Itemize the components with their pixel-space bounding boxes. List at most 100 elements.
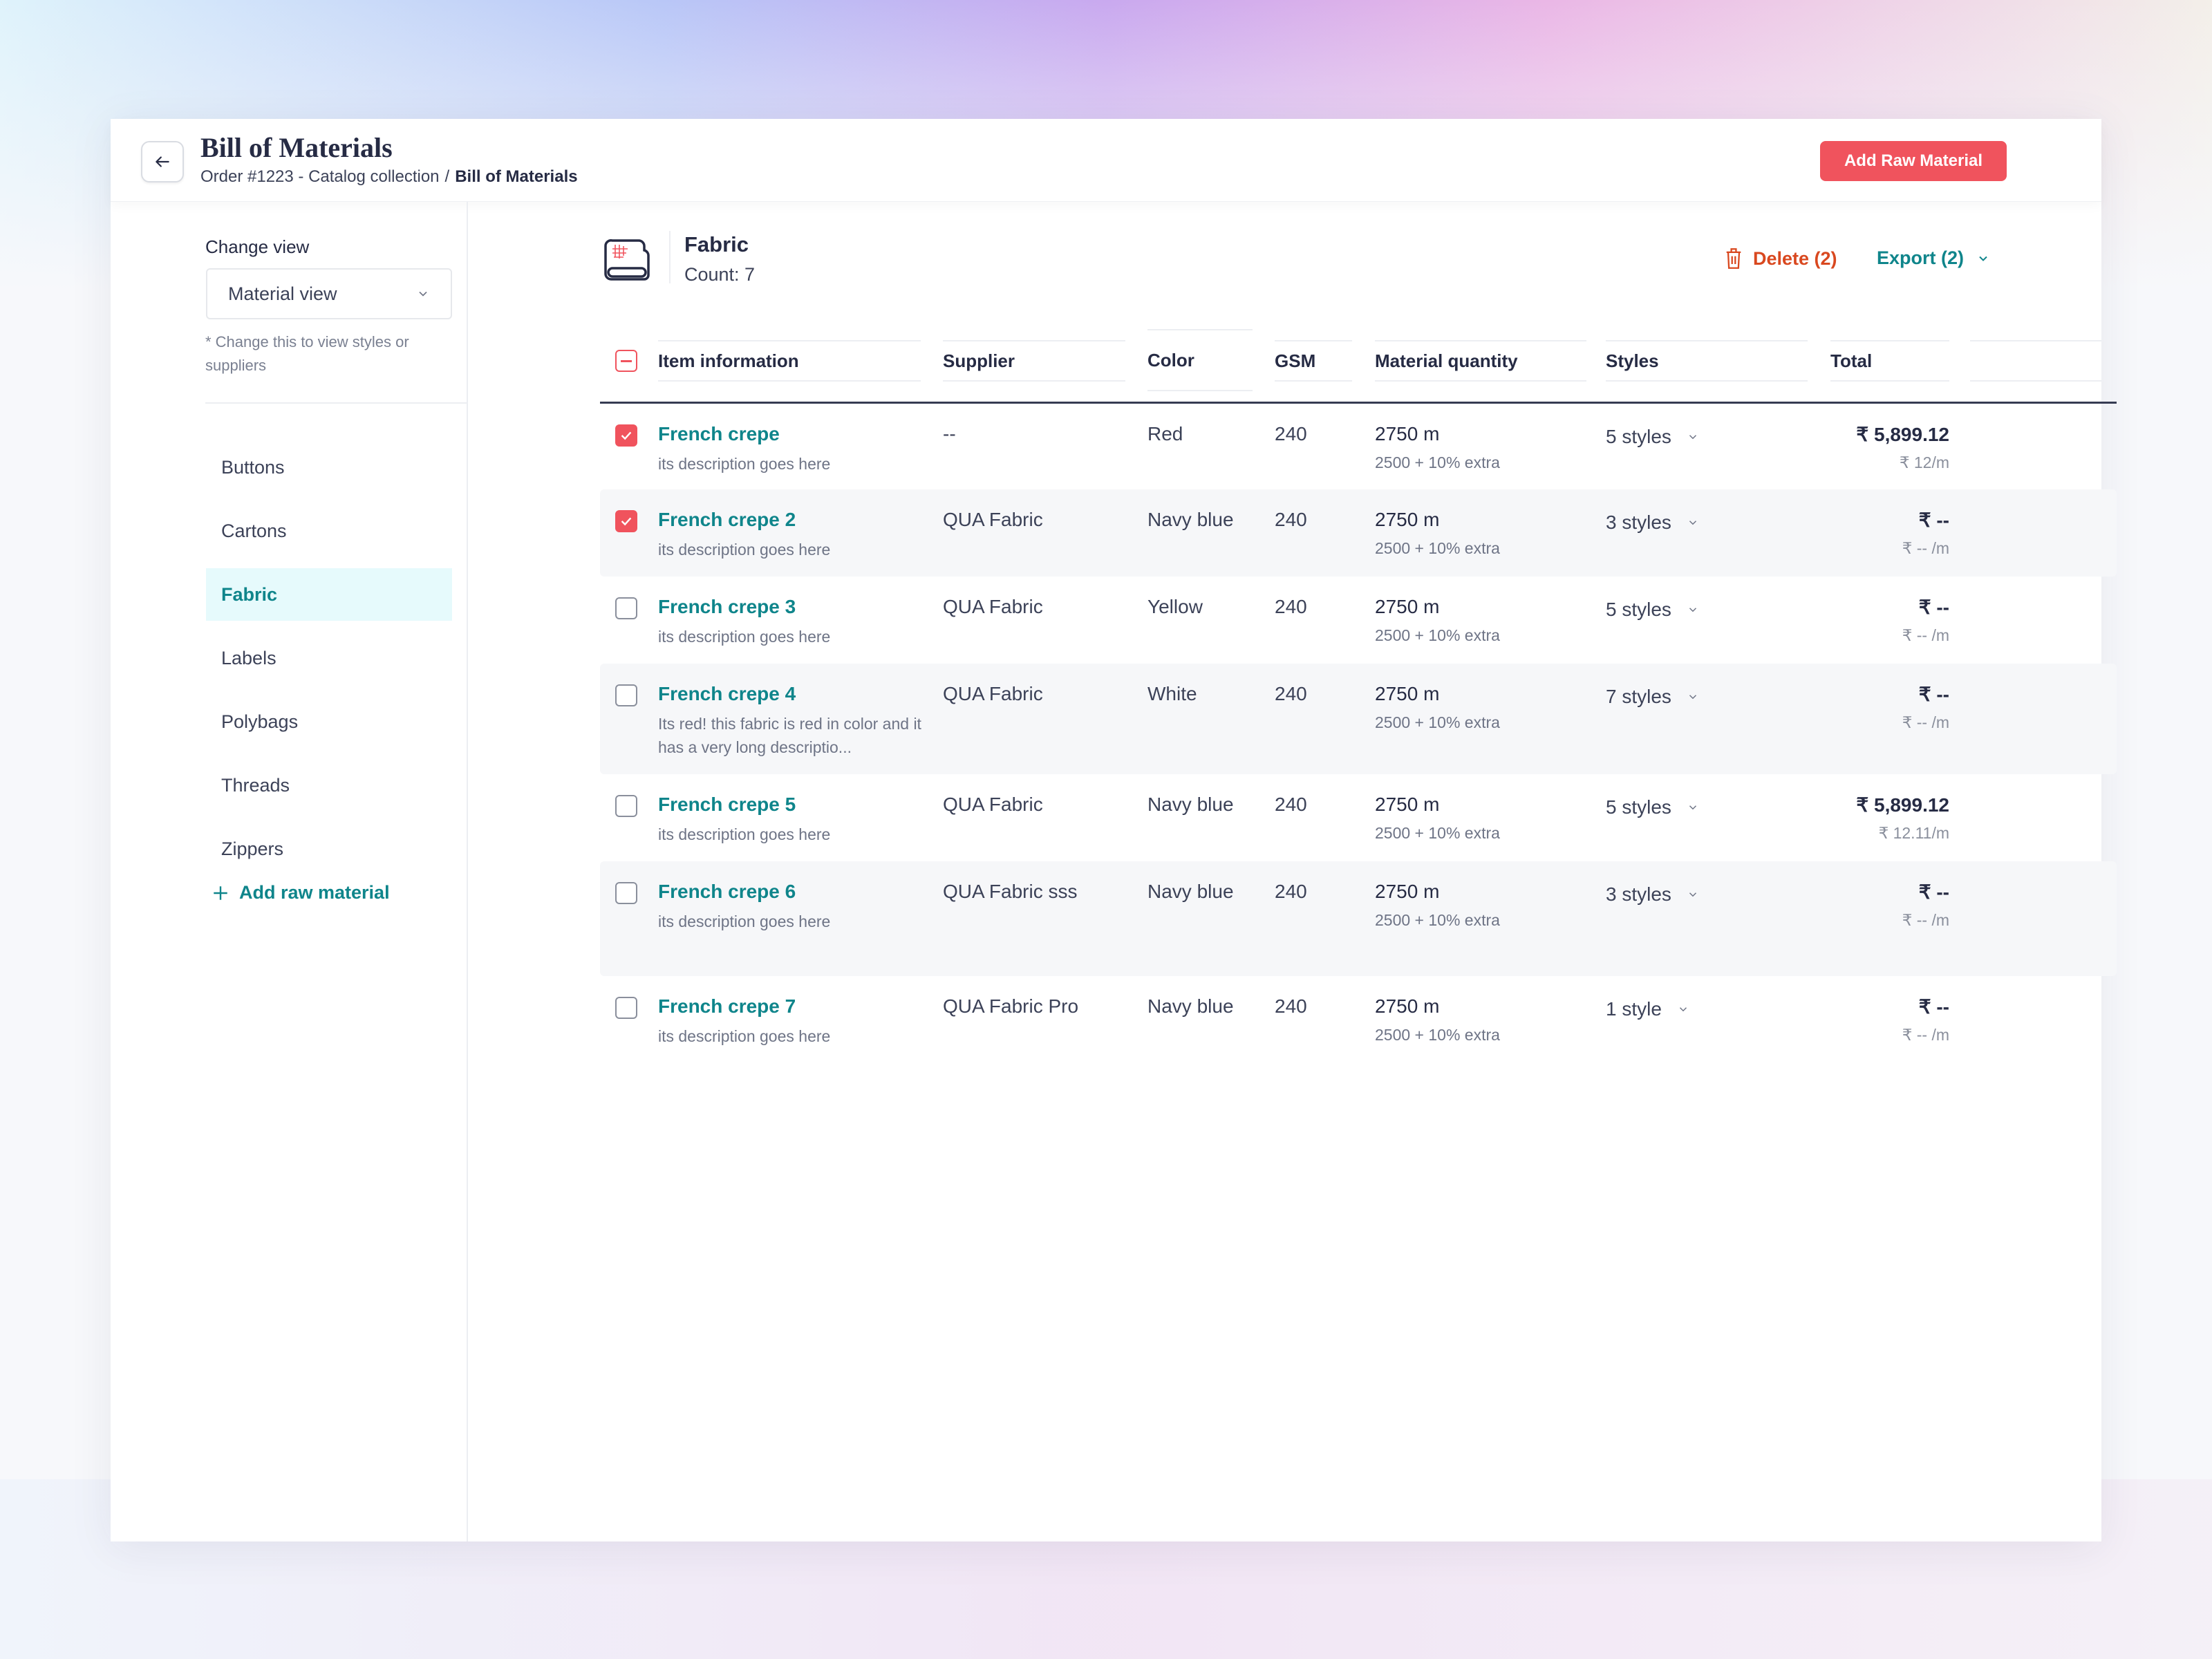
fabric-roll-icon — [604, 239, 650, 281]
table-row[interactable]: French crepe 2 its description goes here… — [600, 489, 2117, 577]
sidebar-item-labels[interactable]: Labels — [221, 647, 276, 668]
table-row[interactable]: French crepe 7 its description goes here… — [600, 976, 2117, 1063]
export-label: Export (2) — [1877, 247, 1965, 268]
styles-count: 5 styles — [1606, 426, 1671, 447]
material-quantity: 2750 m — [1375, 509, 1440, 530]
unit-price: ₹ -- /m — [1902, 911, 1949, 929]
row-checkbox[interactable] — [615, 795, 637, 817]
table-row[interactable]: French crepe 3 its description goes here… — [600, 577, 2117, 664]
color: Red — [1147, 423, 1183, 444]
total-price: ₹ 5,899.12 — [1856, 424, 1949, 445]
change-view-label: Change view — [205, 236, 310, 257]
quantity-breakdown: 2500 + 10% extra — [1375, 911, 1500, 929]
minus-icon — [621, 359, 632, 362]
item-name[interactable]: French crepe 4 — [658, 683, 796, 704]
styles-dropdown[interactable]: 3 styles — [1606, 512, 1699, 534]
supplier: QUA Fabric sss — [943, 881, 1078, 902]
supplier: QUA Fabric Pro — [943, 995, 1079, 1017]
add-raw-material-label: Add raw material — [239, 882, 390, 903]
col-supplier: Supplier — [943, 340, 1125, 382]
arrow-left-icon — [156, 156, 169, 167]
unit-price: ₹ -- /m — [1902, 539, 1949, 557]
table-row[interactable]: French crepe its description goes here -… — [600, 404, 2117, 489]
styles-dropdown[interactable]: 5 styles — [1606, 426, 1699, 448]
sidebar-item-polybags[interactable]: Polybags — [221, 711, 299, 732]
item-description: its description goes here — [658, 912, 831, 930]
unit-price: ₹ -- /m — [1902, 713, 1949, 731]
sidebar-item-buttons[interactable]: Buttons — [221, 456, 285, 478]
row-checkbox[interactable] — [615, 882, 637, 904]
category-count: Count: 7 — [684, 264, 756, 285]
col-actions — [1970, 340, 2101, 382]
gsm: 240 — [1275, 881, 1307, 902]
bom-card: Bill of Materials Order #1223 - Catalog … — [111, 119, 2117, 1541]
col-item-information: Item information — [658, 340, 921, 382]
styles-count: 1 style — [1606, 998, 1662, 1020]
item-name[interactable]: French crepe 2 — [658, 509, 796, 530]
styles-count: 5 styles — [1606, 599, 1671, 620]
col-gsm: GSM — [1275, 340, 1352, 382]
total-price: ₹ 5,899.12 — [1856, 794, 1949, 816]
material-quantity: 2750 m — [1375, 683, 1440, 704]
table-body: French crepe its description goes here -… — [600, 404, 2117, 1063]
gsm: 240 — [1275, 995, 1307, 1017]
total-price: ₹ -- — [1918, 881, 1949, 903]
styles-dropdown[interactable]: 5 styles — [1606, 599, 1699, 621]
check-icon — [621, 431, 632, 440]
item-name[interactable]: French crepe 3 — [658, 596, 796, 617]
back-button[interactable] — [141, 141, 184, 182]
delete-button[interactable]: Delete (2) — [1724, 247, 1837, 270]
row-checkbox[interactable] — [615, 424, 637, 447]
delete-label: Delete (2) — [1753, 247, 1837, 269]
export-button[interactable]: Export (2) — [1877, 247, 1990, 269]
add-raw-material-link[interactable]: Add raw material — [212, 882, 390, 903]
table-header: Item information Supplier Color GSM Mate… — [600, 329, 2117, 404]
styles-dropdown[interactable]: 7 styles — [1606, 686, 1699, 708]
item-description: its description goes here — [658, 541, 831, 559]
gsm: 240 — [1275, 794, 1307, 815]
unit-price: ₹ 12/m — [1899, 453, 1949, 471]
sidebar: Change view Material view * Change this … — [111, 202, 468, 1541]
view-select[interactable]: Material view — [206, 268, 452, 319]
gsm: 240 — [1275, 423, 1307, 444]
item-name[interactable]: French crepe — [658, 423, 780, 444]
gsm: 240 — [1275, 596, 1307, 617]
sidebar-item-fabric[interactable]: Fabric — [206, 568, 452, 621]
item-description: its description goes here — [658, 1027, 831, 1045]
chevron-down-icon — [1979, 256, 1987, 261]
breadcrumb: Order #1223 - Catalog collection / Bill of… — [200, 167, 578, 187]
table-row[interactable]: French crepe 5 its description goes here… — [600, 774, 2117, 861]
chevron-down-icon — [1689, 805, 1696, 810]
select-all-checkbox[interactable] — [615, 350, 637, 372]
styles-count: 3 styles — [1606, 883, 1671, 905]
add-raw-material-button[interactable]: Add Raw Material — [1820, 141, 2007, 181]
table-row[interactable]: French crepe 4 Its red! this fabric is r… — [600, 664, 2117, 774]
chevron-down-icon — [1689, 695, 1696, 700]
material-quantity: 2750 m — [1375, 596, 1440, 617]
sidebar-item-threads[interactable]: Threads — [221, 774, 290, 796]
item-name[interactable]: French crepe 7 — [658, 995, 796, 1017]
color: White — [1147, 683, 1197, 704]
title-divider — [669, 231, 671, 283]
breadcrumb-order[interactable]: Order #1223 - Catalog collection — [200, 167, 440, 186]
row-checkbox[interactable] — [615, 510, 637, 532]
table-row[interactable]: French crepe 6 its description goes here… — [600, 861, 2117, 976]
item-name[interactable]: French crepe 6 — [658, 881, 796, 902]
view-select-value: Material view — [228, 283, 337, 304]
item-description: its description goes here — [658, 455, 831, 473]
gsm: 240 — [1275, 509, 1307, 530]
styles-dropdown[interactable]: 3 styles — [1606, 883, 1699, 906]
styles-count: 5 styles — [1606, 796, 1671, 818]
item-name[interactable]: French crepe 5 — [658, 794, 796, 815]
supplier: QUA Fabric — [943, 509, 1043, 530]
sidebar-item-zippers[interactable]: Zippers — [221, 838, 284, 859]
styles-dropdown[interactable]: 5 styles — [1606, 796, 1699, 818]
styles-dropdown[interactable]: 1 style — [1606, 998, 1689, 1020]
sidebar-item-cartons[interactable]: Cartons — [221, 520, 287, 541]
row-checkbox[interactable] — [615, 684, 637, 706]
item-description: Its red! this fabric is red in color and… — [658, 715, 921, 756]
total-price: ₹ -- — [1918, 509, 1949, 531]
material-quantity: 2750 m — [1375, 423, 1440, 444]
row-checkbox[interactable] — [615, 997, 637, 1019]
row-checkbox[interactable] — [615, 597, 637, 619]
